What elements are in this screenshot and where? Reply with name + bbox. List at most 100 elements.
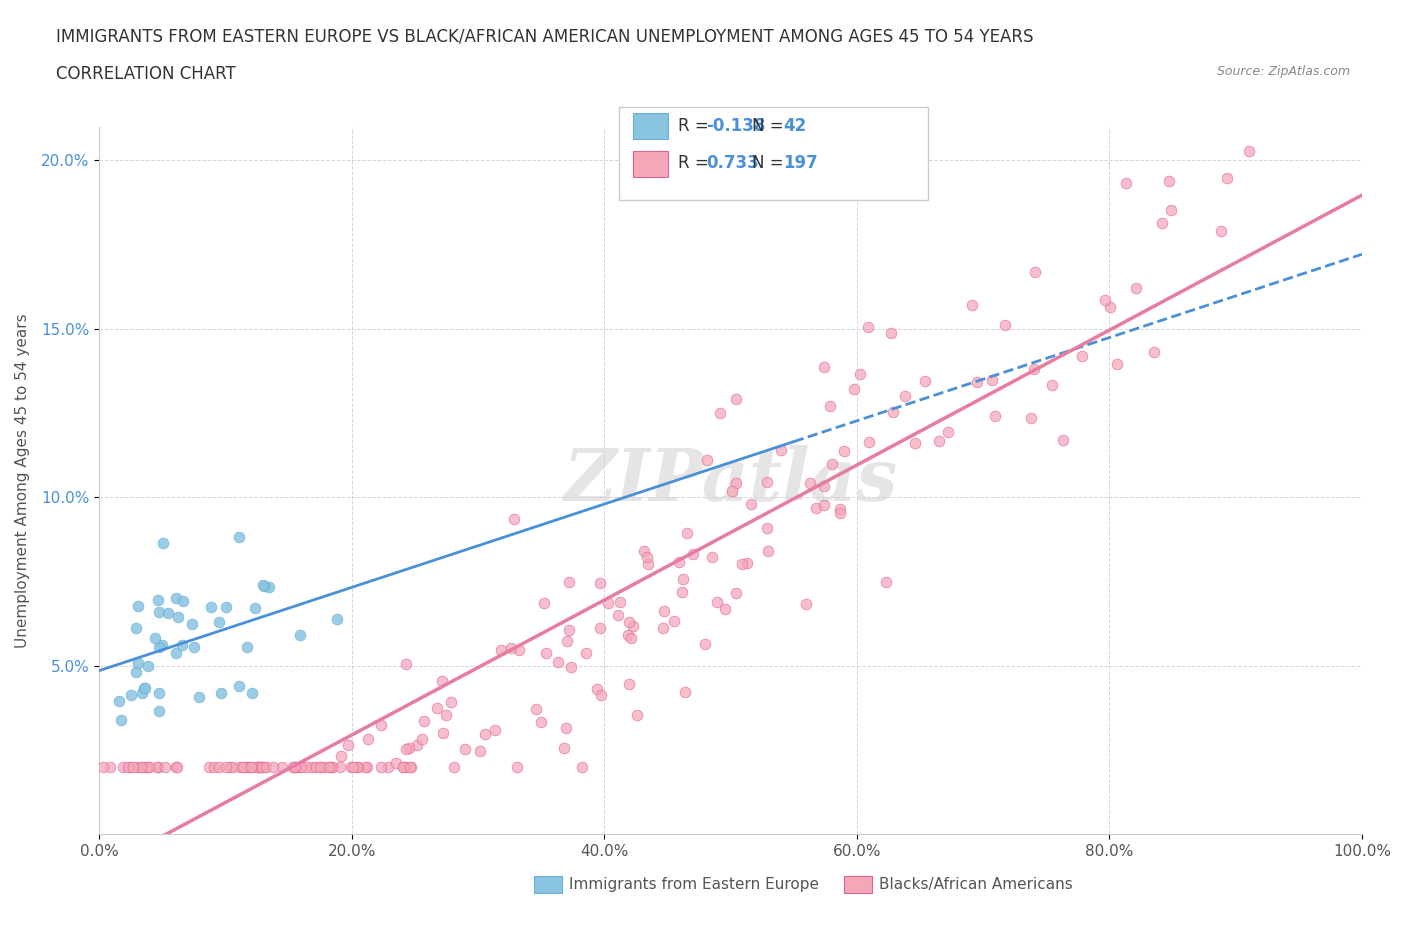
Point [110, 712, 132, 727]
Point [589, 621, 612, 636]
Point [1150, 216, 1173, 231]
Point [524, 701, 547, 716]
Point [693, 637, 716, 652]
Point [432, 725, 454, 740]
Point [555, 721, 578, 736]
Point [308, 760, 330, 775]
Point [148, 640, 170, 655]
Point [290, 627, 312, 642]
Point [626, 708, 648, 723]
Text: 42: 42 [783, 116, 807, 135]
Point [617, 615, 640, 630]
Point [411, 731, 433, 746]
Point [245, 600, 267, 615]
Point [405, 737, 427, 752]
Point [153, 760, 176, 775]
Point [534, 645, 557, 660]
Point [122, 760, 145, 775]
Point [392, 760, 415, 775]
Point [377, 760, 399, 775]
Point [413, 714, 436, 729]
Point [138, 760, 160, 775]
Point [882, 405, 904, 419]
Point [165, 645, 187, 660]
Point [218, 760, 240, 775]
Point [246, 760, 269, 775]
Point [238, 760, 260, 775]
Point [770, 442, 793, 457]
Point [120, 687, 142, 702]
Point [904, 435, 927, 450]
Point [342, 760, 364, 775]
Point [370, 718, 392, 733]
Point [633, 543, 655, 558]
Point [181, 617, 204, 631]
Point [547, 655, 569, 670]
Point [735, 555, 758, 570]
Point [700, 550, 723, 565]
Point [253, 579, 276, 594]
Point [246, 760, 269, 775]
Point [804, 500, 827, 515]
Point [426, 701, 449, 716]
Point [353, 760, 375, 775]
Point [662, 613, 685, 628]
Point [984, 408, 1007, 423]
Point [454, 741, 477, 756]
Point [1022, 362, 1045, 377]
Point [484, 723, 506, 737]
Point [346, 760, 368, 775]
Point [724, 392, 747, 406]
Point [553, 740, 575, 755]
Point [755, 474, 778, 489]
Point [283, 760, 305, 775]
Point [468, 744, 491, 759]
Point [506, 760, 529, 775]
Point [111, 760, 134, 775]
Point [165, 760, 187, 775]
Point [290, 760, 312, 775]
Point [131, 685, 153, 700]
Point [1143, 345, 1166, 360]
Point [1070, 348, 1092, 363]
Point [321, 760, 343, 775]
Point [330, 749, 353, 764]
Point [609, 595, 631, 610]
Point [117, 760, 139, 775]
Point [1024, 264, 1046, 279]
Text: 197: 197 [783, 153, 818, 172]
Point [132, 681, 155, 696]
Point [589, 576, 612, 591]
Point [530, 714, 553, 729]
Point [346, 760, 368, 775]
Text: Blacks/African Americans: Blacks/African Americans [879, 877, 1073, 892]
Text: Source: ZipAtlas.com: Source: ZipAtlas.com [1216, 65, 1350, 78]
Point [914, 374, 936, 389]
Point [135, 760, 157, 775]
Point [240, 760, 263, 775]
Point [858, 434, 880, 449]
Point [652, 604, 675, 618]
Point [232, 760, 254, 775]
Point [443, 760, 465, 775]
Text: Immigrants from Eastern Europe: Immigrants from Eastern Europe [569, 877, 820, 892]
Point [167, 609, 190, 624]
Point [232, 760, 254, 775]
Point [131, 760, 153, 775]
Point [262, 760, 284, 775]
Point [200, 600, 222, 615]
Point [1157, 174, 1180, 189]
Point [326, 611, 349, 626]
Point [589, 687, 612, 702]
Point [148, 704, 170, 719]
Point [830, 502, 852, 517]
Point [125, 760, 148, 775]
Point [706, 594, 728, 609]
Point [842, 381, 865, 396]
Point [620, 631, 643, 645]
Point [1094, 292, 1116, 307]
Point [118, 760, 141, 775]
Point [318, 760, 340, 775]
Point [305, 760, 328, 775]
Point [558, 575, 581, 590]
